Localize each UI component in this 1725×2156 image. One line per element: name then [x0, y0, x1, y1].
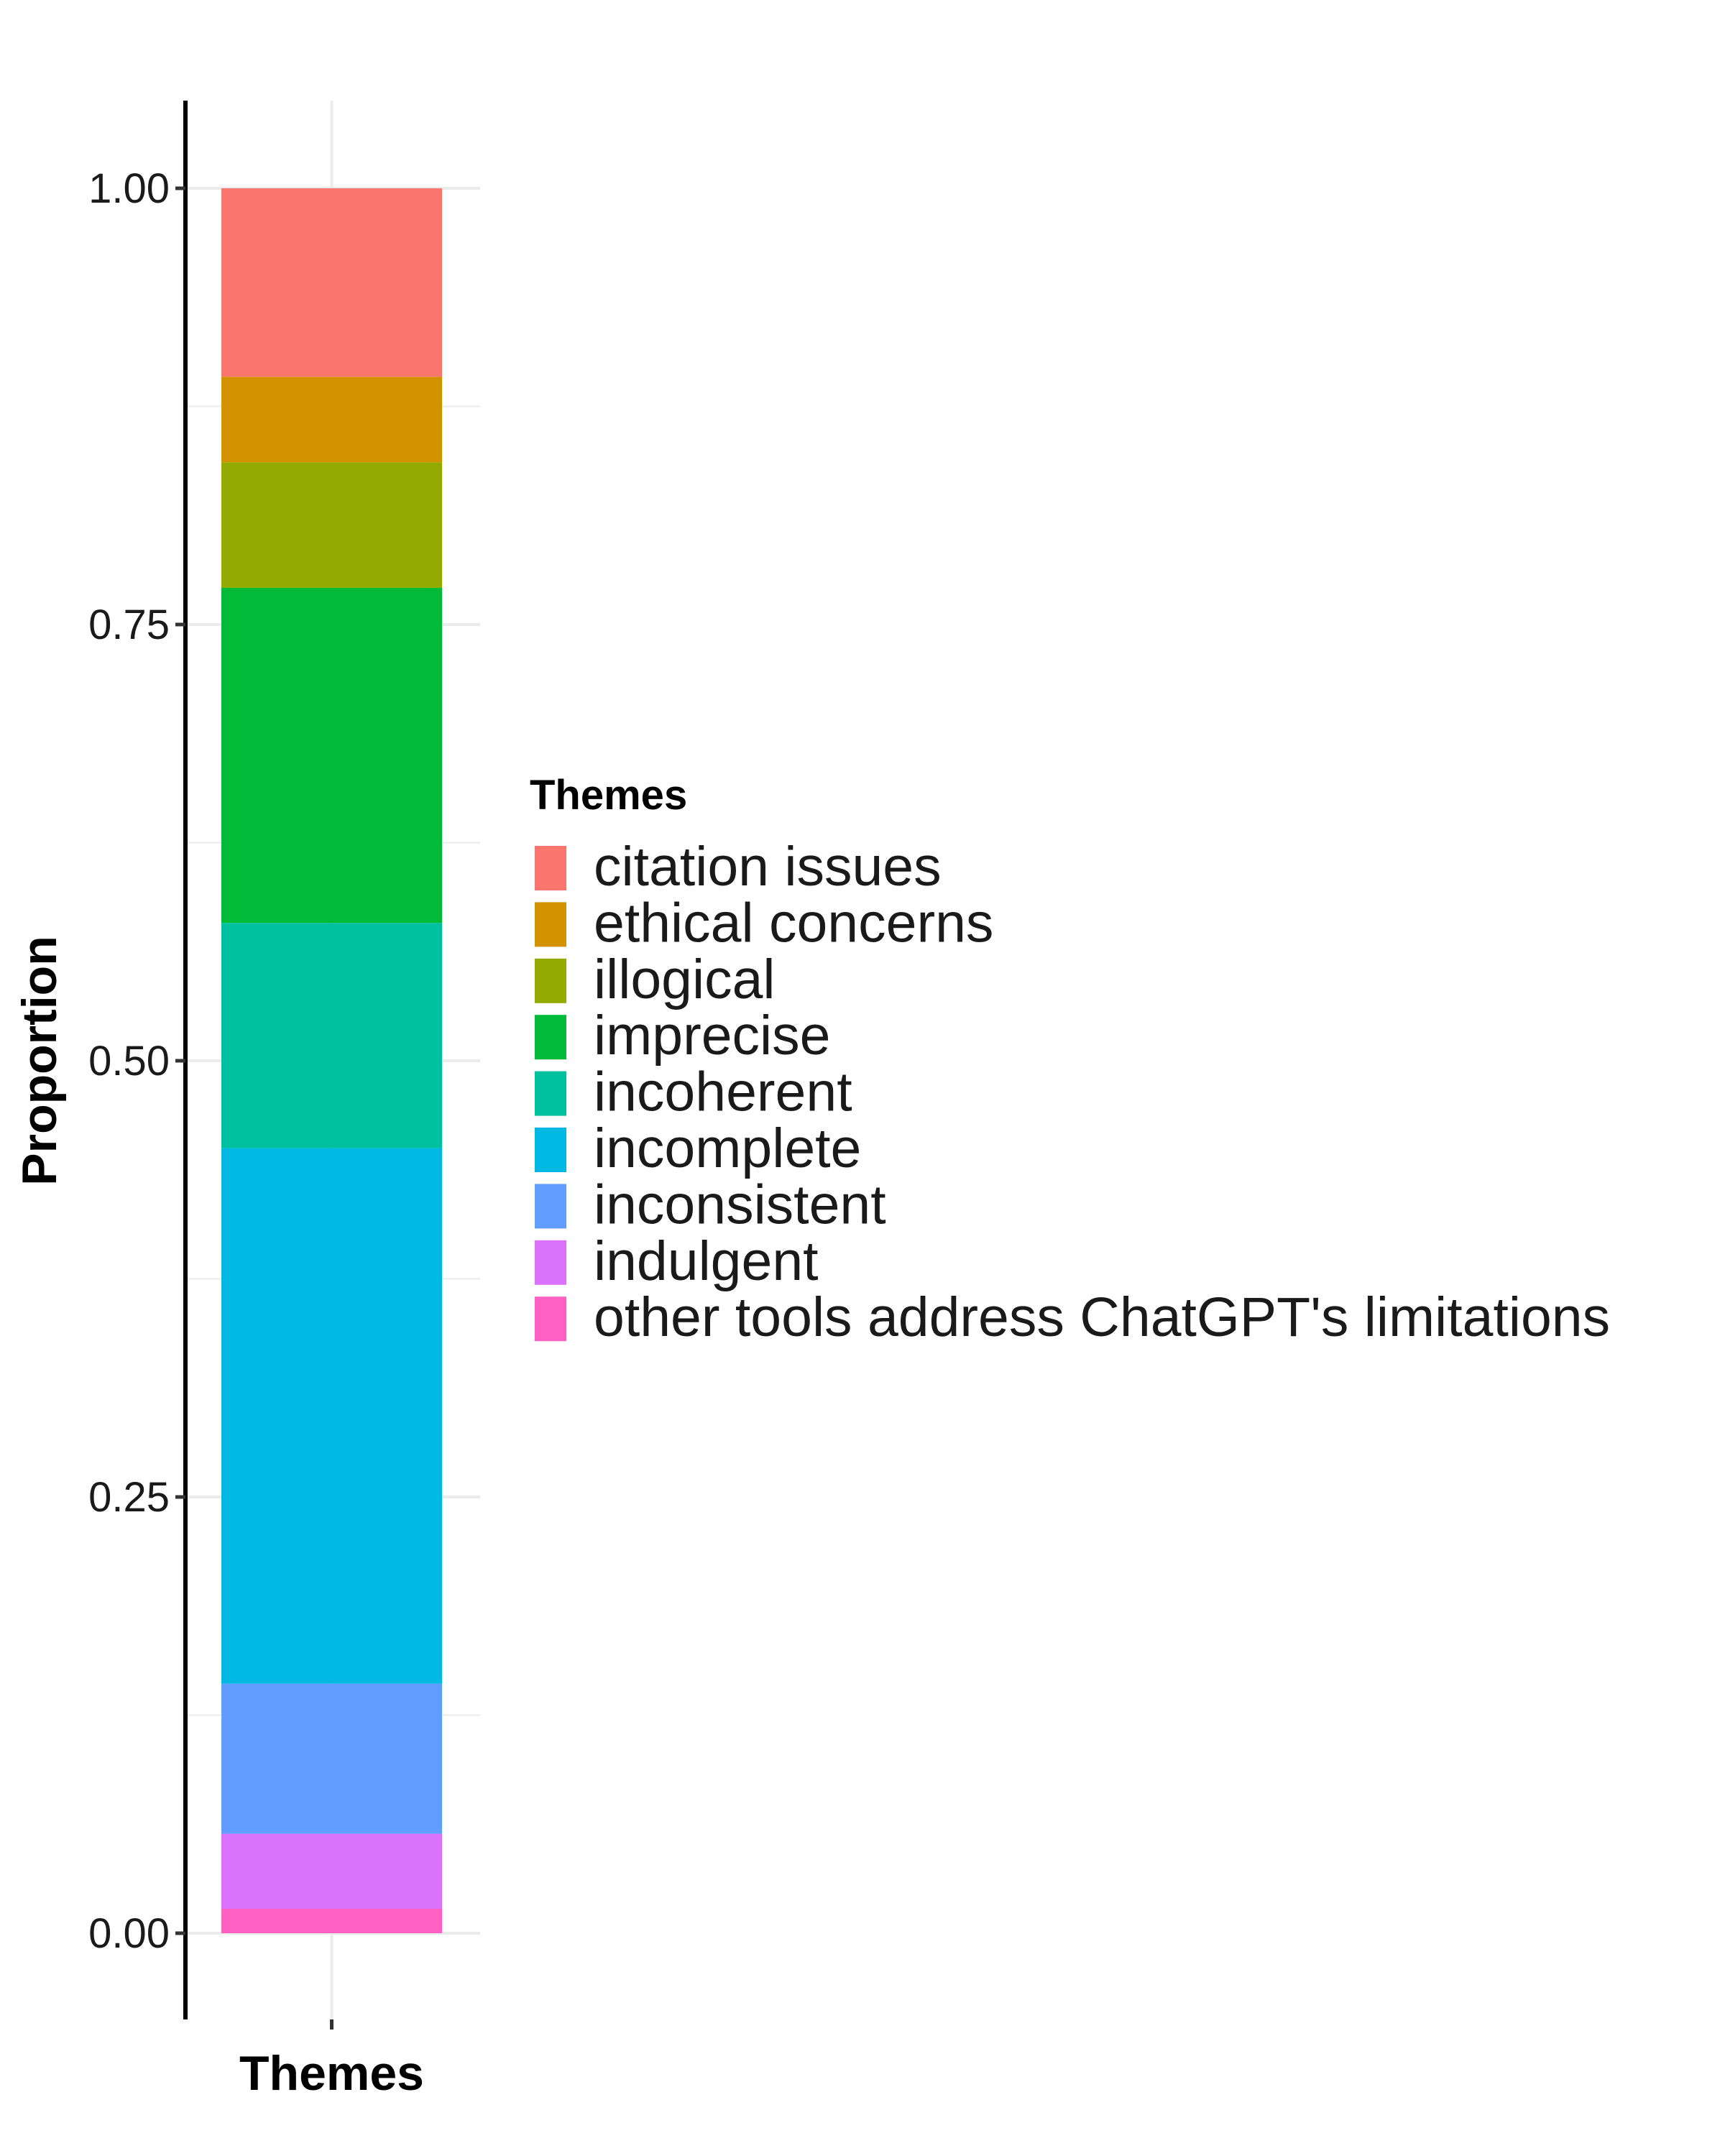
bar-segment	[221, 1909, 442, 1933]
bar-segment	[221, 1833, 442, 1909]
legend-key	[535, 1128, 566, 1172]
y-axis-title: Proportion	[12, 936, 67, 1186]
bar-segment	[221, 377, 442, 463]
y-tick-label: 0.75	[88, 602, 170, 648]
legend-key	[535, 1071, 566, 1116]
legend-label: ethical concerns	[594, 892, 993, 954]
y-ticks: 0.00 0.25 0.50 0.75 1.00	[88, 165, 185, 1957]
y-tick-label: 0.00	[88, 1910, 170, 1957]
bar-segment	[221, 588, 442, 923]
legend-title: Themes	[530, 772, 687, 819]
bar-segment	[221, 923, 442, 1148]
legend-key	[535, 1015, 566, 1060]
legend-label: citation issues	[594, 836, 942, 898]
bar-segment	[221, 1148, 442, 1684]
y-tick-label: 0.50	[88, 1038, 170, 1084]
x-axis-title: Themes	[239, 2046, 424, 2101]
legend-key	[535, 1184, 566, 1229]
bar-segment	[221, 462, 442, 589]
legend-key	[535, 958, 566, 1003]
legend-label: inconsistent	[594, 1174, 886, 1235]
legend-label: imprecise	[594, 1005, 830, 1067]
legend-key	[535, 846, 566, 890]
legend-label: indulgent	[594, 1230, 819, 1292]
legend-label: incomplete	[594, 1118, 861, 1179]
legend-key	[535, 1296, 566, 1342]
legend-label: incoherent	[594, 1061, 852, 1123]
bar-segments	[221, 188, 442, 1933]
legend-key	[535, 902, 566, 947]
legend-key	[535, 1240, 566, 1285]
legend-label: other tools address ChatGPT's limitation…	[594, 1286, 1610, 1348]
bar-segment	[221, 188, 442, 377]
y-tick-label: 1.00	[88, 165, 170, 212]
y-tick-label: 0.25	[88, 1474, 170, 1521]
legend-label: illogical	[594, 949, 776, 1010]
bar-segment	[221, 1683, 442, 1834]
